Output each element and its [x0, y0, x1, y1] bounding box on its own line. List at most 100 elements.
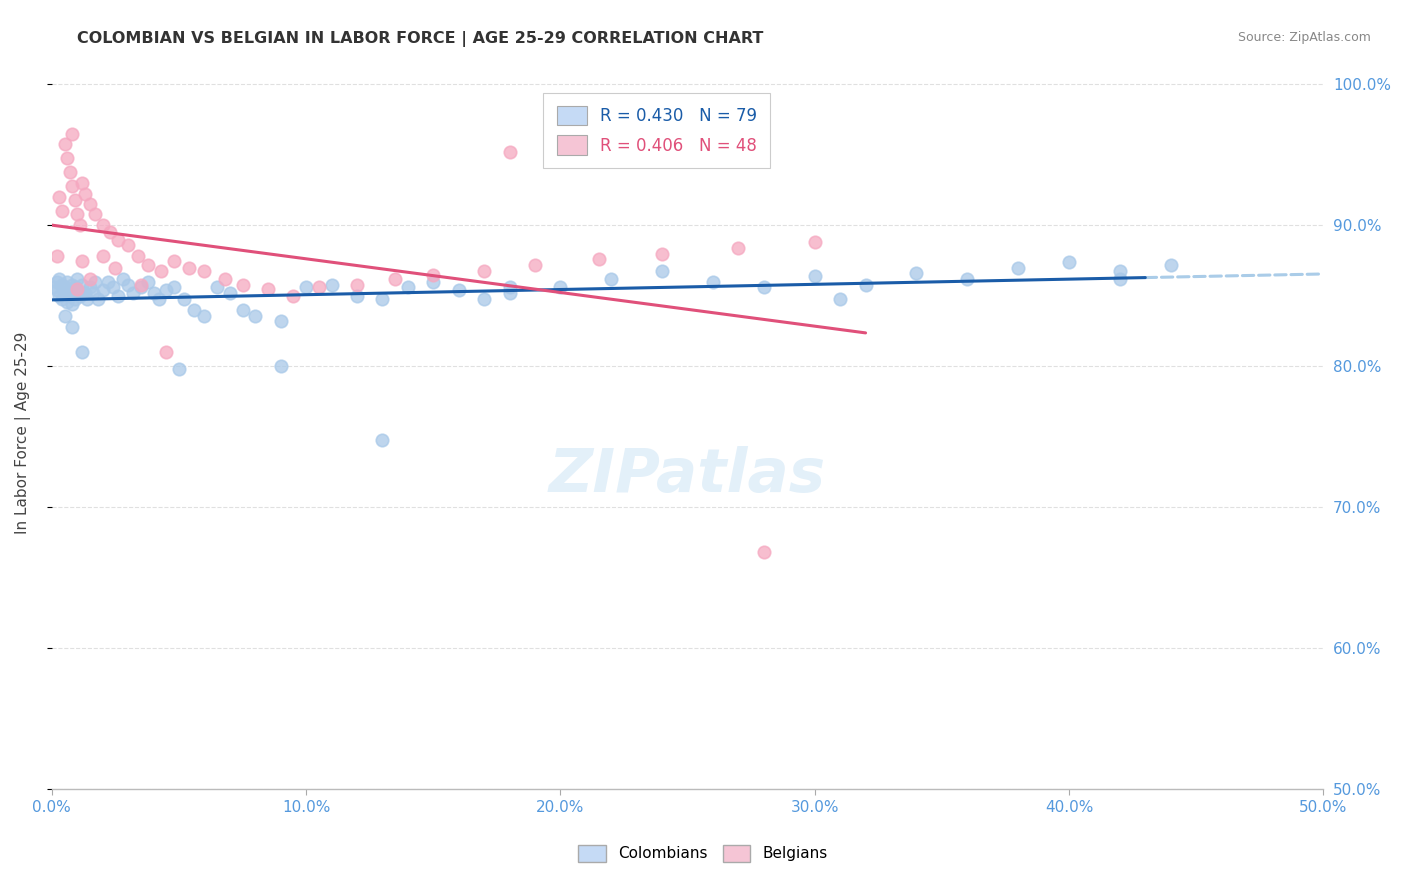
Point: [79, 280, 101, 294]
Point: [232, 277, 254, 292]
Point: [346, 277, 368, 292]
Point: [53, 309, 76, 323]
Point: [155, 345, 177, 359]
Point: [72, 176, 94, 190]
Point: [295, 280, 318, 294]
Text: COLOMBIAN VS BELGIAN IN LABOR FORCE | AGE 25-29 CORRELATION CHART: COLOMBIAN VS BELGIAN IN LABOR FORCE | AG…: [77, 31, 763, 47]
Point: [59, 283, 82, 297]
Point: [127, 249, 149, 263]
Point: [588, 252, 610, 267]
Point: [1160, 258, 1182, 272]
Point: [214, 272, 236, 286]
Point: [498, 145, 520, 160]
Point: [66, 272, 89, 286]
Point: [122, 286, 145, 301]
Point: [60, 178, 83, 193]
Point: [1108, 263, 1130, 277]
Point: [193, 263, 215, 277]
Point: [56, 151, 79, 165]
Point: [142, 286, 165, 301]
Point: [173, 292, 195, 306]
Point: [91, 249, 114, 263]
Point: [101, 280, 124, 294]
Point: [91, 219, 114, 233]
Point: [163, 280, 186, 294]
Point: [117, 277, 139, 292]
Point: [270, 314, 292, 328]
Y-axis label: In Labor Force | Age 25-29: In Labor Force | Age 25-29: [15, 332, 31, 534]
Point: [48, 272, 70, 286]
Point: [76, 292, 98, 306]
Point: [855, 277, 877, 292]
Point: [257, 282, 280, 296]
Point: [129, 277, 152, 292]
Point: [245, 309, 267, 323]
Point: [651, 263, 673, 277]
Point: [447, 283, 470, 297]
Point: [53, 136, 76, 151]
Point: [72, 253, 94, 268]
Point: [148, 292, 170, 306]
Point: [422, 268, 444, 282]
Point: [56, 294, 79, 309]
Point: [66, 283, 89, 297]
Point: [205, 280, 228, 294]
Point: [51, 292, 73, 306]
Point: [163, 253, 186, 268]
Legend: R = 0.430   N = 79, R = 0.406   N = 48: R = 0.430 N = 79, R = 0.406 N = 48: [543, 93, 770, 168]
Point: [1007, 260, 1029, 275]
Point: [1057, 255, 1080, 269]
Point: [830, 292, 852, 306]
Point: [138, 258, 160, 272]
Point: [283, 289, 305, 303]
Point: [63, 193, 86, 207]
Point: [346, 289, 368, 303]
Point: [63, 280, 86, 294]
Point: [371, 433, 394, 447]
Point: [396, 280, 419, 294]
Point: [53, 280, 76, 294]
Point: [193, 309, 215, 323]
Point: [905, 266, 928, 280]
Point: [117, 238, 139, 252]
Legend: Colombians, Belgians: Colombians, Belgians: [572, 838, 834, 868]
Point: [79, 272, 101, 286]
Point: [60, 297, 83, 311]
Point: [48, 289, 70, 303]
Point: [218, 286, 240, 301]
Point: [179, 260, 201, 275]
Point: [51, 204, 73, 219]
Point: [69, 289, 91, 303]
Text: Source: ZipAtlas.com: Source: ZipAtlas.com: [1237, 31, 1371, 45]
Point: [803, 269, 825, 284]
Point: [73, 286, 96, 301]
Point: [107, 289, 129, 303]
Point: [129, 280, 152, 294]
Point: [98, 226, 121, 240]
Point: [91, 283, 114, 297]
Point: [150, 263, 173, 277]
Point: [51, 277, 73, 292]
Text: ZIPatlas: ZIPatlas: [548, 447, 827, 506]
Point: [523, 258, 546, 272]
Point: [422, 275, 444, 289]
Point: [53, 286, 76, 301]
Point: [803, 235, 825, 250]
Point: [498, 280, 520, 294]
Point: [56, 275, 79, 289]
Point: [59, 289, 82, 303]
Point: [72, 345, 94, 359]
Point: [956, 272, 979, 286]
Point: [308, 280, 330, 294]
Point: [44, 280, 66, 294]
Point: [60, 127, 83, 141]
Point: [82, 286, 104, 301]
Point: [651, 246, 673, 260]
Point: [1108, 272, 1130, 286]
Point: [138, 275, 160, 289]
Point: [321, 277, 343, 292]
Point: [86, 292, 108, 306]
Point: [371, 292, 394, 306]
Point: [384, 272, 406, 286]
Point: [498, 286, 520, 301]
